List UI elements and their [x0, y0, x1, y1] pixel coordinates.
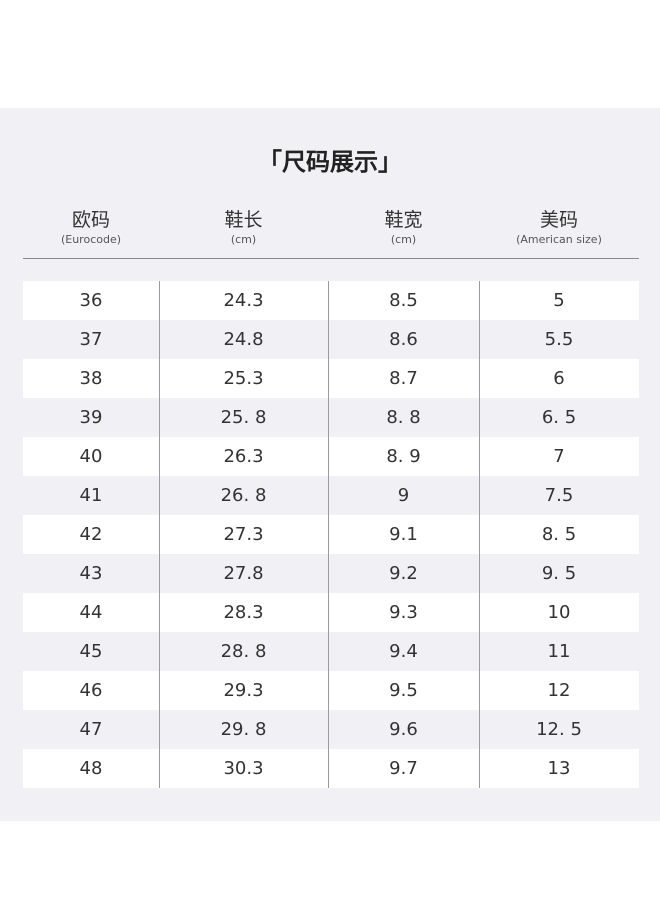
table-cell: 27.8: [223, 563, 264, 584]
header-divider: [23, 258, 639, 259]
table-cell: 6. 5: [541, 407, 577, 428]
table-cell: 25. 8: [220, 407, 267, 428]
table-row: 46 29.3 9.5 12: [23, 671, 639, 710]
table-cell: 9: [397, 485, 410, 506]
header-cn: 鞋长: [224, 209, 263, 231]
table-cell: 7.5: [544, 485, 574, 506]
table-cell: 8. 8: [386, 407, 421, 428]
table-cell: 7: [553, 446, 565, 467]
header-en: (American size): [516, 233, 602, 246]
table-cell: 8.7: [389, 368, 418, 389]
table-cell: 39: [79, 407, 103, 428]
table-cell: 47: [79, 719, 103, 740]
table-cell: 8.5: [389, 290, 418, 311]
table-cell: 11: [547, 641, 571, 662]
header-cn: 欧码: [71, 209, 110, 231]
table-cell: 30.3: [223, 758, 264, 779]
table-cell: 26. 8: [220, 485, 267, 506]
size-table: 36 24.3 8.5 5 37 24.8 8.6 5.5 38 25.3 8.7 6 39 25. 8 8…: [23, 281, 639, 788]
table-row: 37 24.8 8.6 5.5: [23, 320, 639, 359]
table-row: 43 27.8 9.2 9. 5: [23, 554, 639, 593]
table-cell: 27.3: [223, 524, 264, 545]
column-divider: [159, 281, 160, 788]
table-cell: 6: [553, 368, 565, 389]
header-us-size: 美码 (American size): [479, 205, 639, 246]
table-cell: 48: [79, 758, 103, 779]
table-cell: 29.3: [223, 680, 264, 701]
header-en: (cm): [390, 233, 417, 246]
table-cell: 10: [547, 602, 571, 623]
table-cell: 28. 8: [220, 641, 267, 662]
table-cell: 37: [79, 329, 103, 350]
column-divider: [328, 281, 329, 788]
table-cell: 46: [79, 680, 103, 701]
table-cell: 8. 5: [541, 524, 577, 545]
table-cell: 29. 8: [220, 719, 267, 740]
table-cell: 9.6: [389, 719, 418, 740]
table-cell: 8. 9: [386, 446, 421, 467]
header-cn: 鞋宽: [384, 209, 423, 231]
table-cell: 12: [547, 680, 571, 701]
table-row: 42 27.3 9.1 8. 5: [23, 515, 639, 554]
table-cell: 24.3: [223, 290, 264, 311]
table-cell: 42: [79, 524, 103, 545]
table-cell: 9.7: [389, 758, 418, 779]
table-row: 47 29. 8 9.6 12. 5: [23, 710, 639, 749]
table-row: 41 26. 8 9 7.5: [23, 476, 639, 515]
table-cell: 40: [79, 446, 103, 467]
table-cell: 5: [553, 290, 565, 311]
table-cell: 26.3: [223, 446, 264, 467]
header-cn: 美码: [539, 209, 578, 231]
header-eurocode: 欧码 (Eurocode): [23, 205, 159, 246]
table-cell: 41: [79, 485, 103, 506]
table-cell: 9.4: [389, 641, 418, 662]
table-cell: 5.5: [544, 329, 574, 350]
chart-title: 「尺码展示」: [258, 148, 402, 176]
table-row: 48 30.3 9.7 13: [23, 749, 639, 788]
table-cell: 24.8: [223, 329, 264, 350]
table-row: 39 25. 8 8. 8 6. 5: [23, 398, 639, 437]
table-row: 45 28. 8 9.4 11: [23, 632, 639, 671]
header-width: 鞋宽 (cm): [328, 205, 479, 246]
header-en: (Eurocode): [60, 233, 122, 246]
table-header: 欧码 (Eurocode) 鞋长 (cm) 鞋宽 (cm) 美码 (American s…: [23, 205, 639, 255]
table-cell: 38: [79, 368, 103, 389]
table-cell: 43: [79, 563, 103, 584]
table-cell: 25.3: [223, 368, 264, 389]
table-cell: 9.1: [389, 524, 418, 545]
table-cell: 9. 5: [541, 563, 577, 584]
table-cell: 44: [79, 602, 103, 623]
table-cell: 28.3: [223, 602, 264, 623]
header-en: (cm): [230, 233, 257, 246]
column-divider: [479, 281, 480, 788]
table-cell: 13: [547, 758, 571, 779]
table-cell: 8.6: [389, 329, 418, 350]
table-cell: 12. 5: [536, 719, 582, 740]
table-row: 40 26.3 8. 9 7: [23, 437, 639, 476]
table-cell: 9.5: [389, 680, 418, 701]
table-cell: 36: [79, 290, 103, 311]
header-length: 鞋长 (cm): [159, 205, 328, 246]
table-cell: 9.2: [389, 563, 418, 584]
table-row: 36 24.3 8.5 5: [23, 281, 639, 320]
table-row: 38 25.3 8.7 6: [23, 359, 639, 398]
table-cell: 9.3: [389, 602, 418, 623]
table-row: 44 28.3 9.3 10: [23, 593, 639, 632]
table-cell: 45: [79, 641, 103, 662]
